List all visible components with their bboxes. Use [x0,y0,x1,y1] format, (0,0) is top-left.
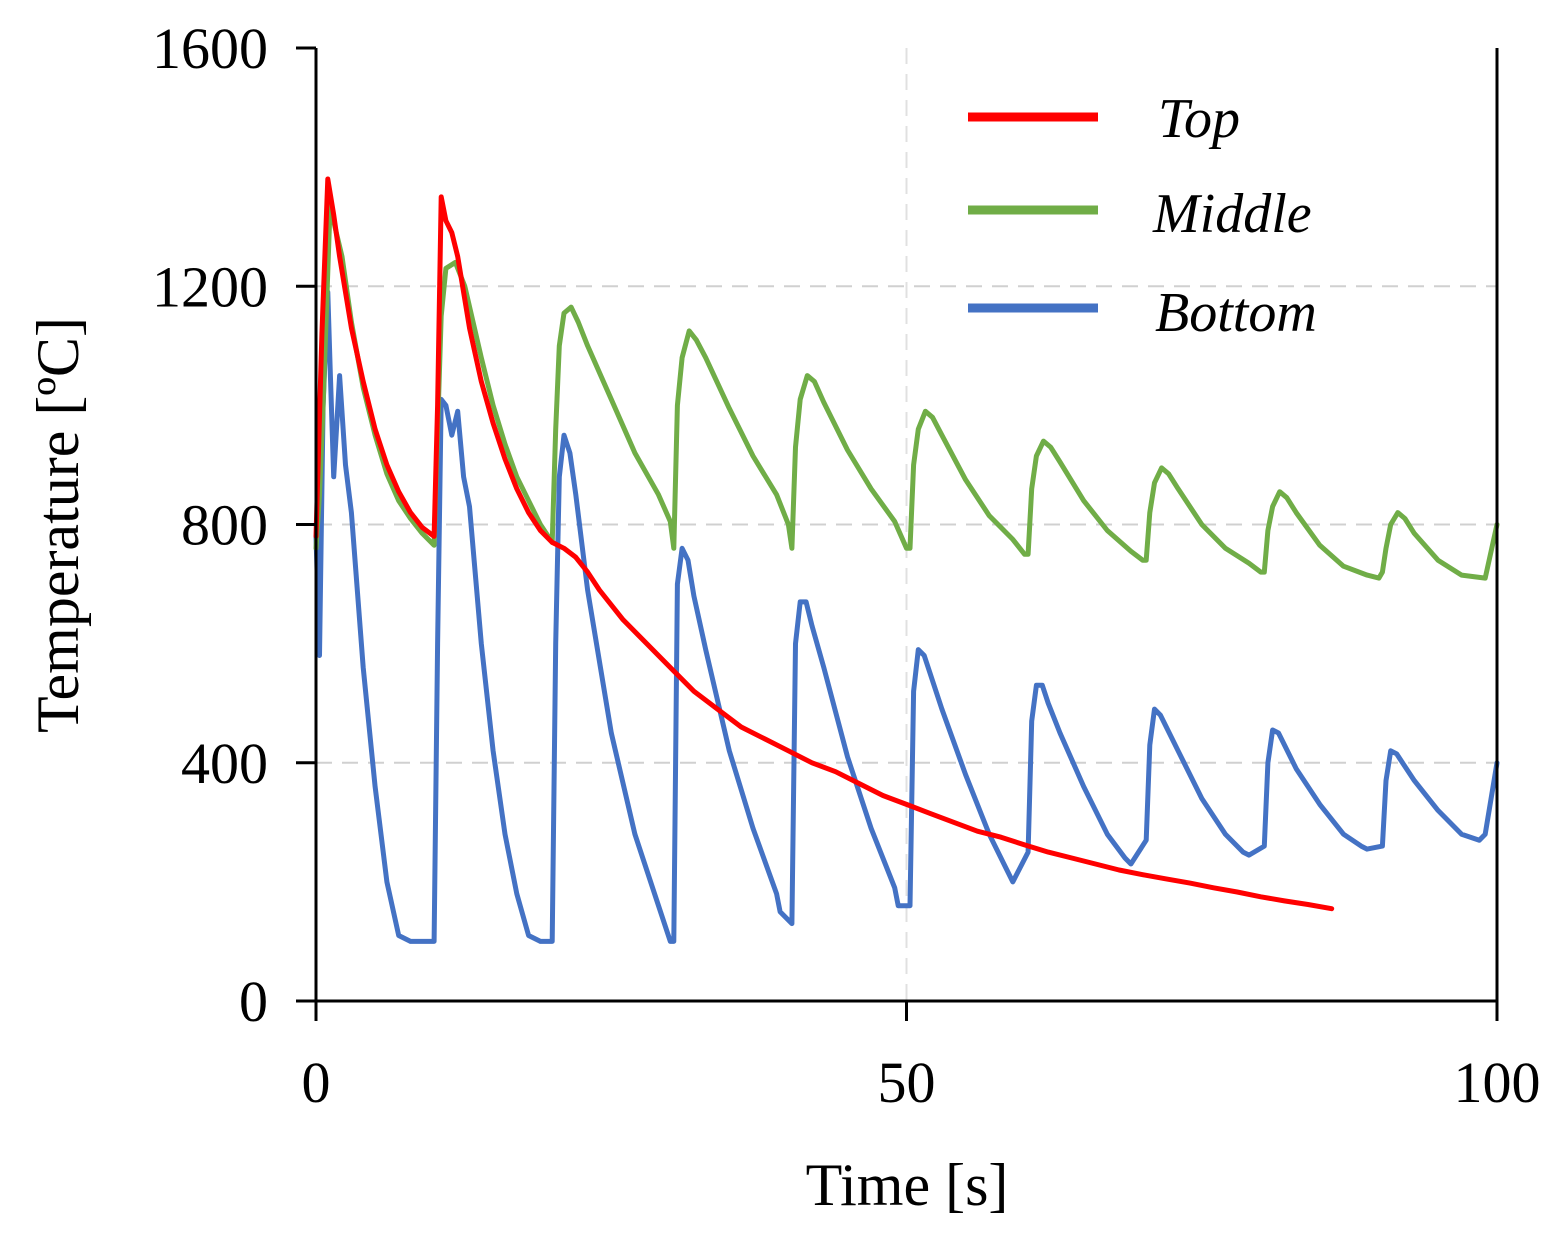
legend-label-middle: Middle [1152,183,1312,245]
legend-label-bottom: Bottom [1155,282,1317,344]
legend-label-top: Top [1158,88,1240,150]
y-tick-label-1200: 1200 [152,254,268,319]
y-tick-label-400: 400 [181,731,268,796]
grid-lines [316,48,1497,1001]
x-tick-label-50: 50 [878,1050,936,1115]
tick-labels: 0 400 800 1200 1600 0 50 100 [152,16,1541,1115]
x-tick-label-100: 100 [1454,1050,1541,1115]
axes [296,46,1499,1021]
series-line-bottom [313,289,1500,944]
x-tick-label-0: 0 [302,1050,331,1115]
series-line-top [313,176,1335,912]
y-tick-label-800: 800 [181,493,268,558]
y-tick-label-1600: 1600 [152,16,268,81]
series-lines [313,176,1500,944]
x-axis-title: Time [s] [806,1152,1009,1218]
y-axis-title: Temperature [ºC] [25,317,91,733]
legend: Top Middle Bottom [968,88,1317,344]
y-tick-label-0: 0 [239,969,268,1034]
